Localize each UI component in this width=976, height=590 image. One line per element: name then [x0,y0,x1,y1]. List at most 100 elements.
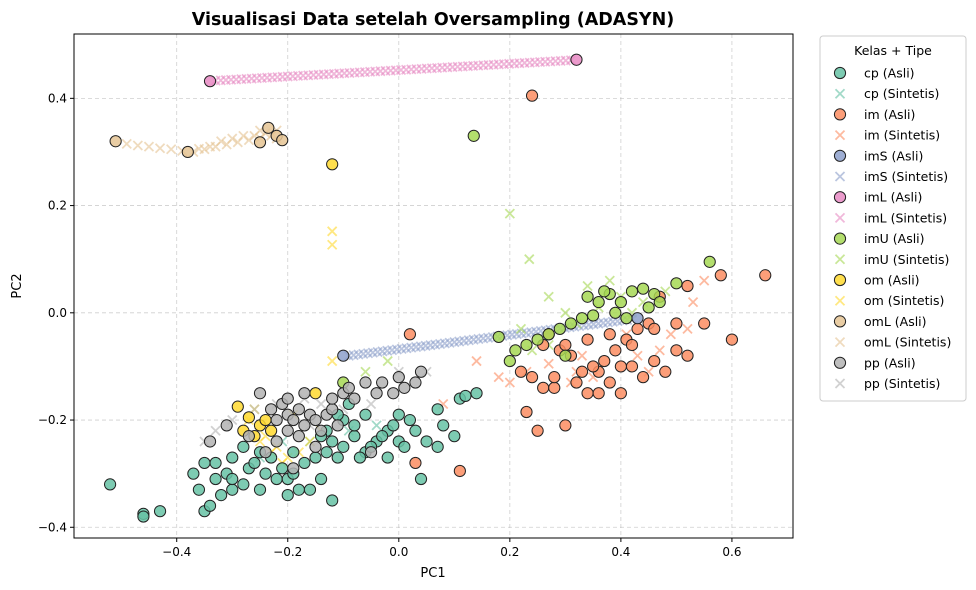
im-asli-point [603,328,616,341]
x-tick-label: −0.2 [273,545,302,559]
im-asli-point [609,344,622,357]
oml-sintetis-point [215,136,227,147]
pp-asli-point [281,424,294,437]
legend-marker-iml-sintetis [834,212,846,224]
cp-asli-point [192,483,206,496]
cp-asli-point [237,478,250,491]
im-asli-point [759,269,772,282]
imu-asli-point [587,309,600,322]
im-sintetis-point [665,329,676,340]
imu-asli-point [609,306,622,319]
imu-sintetis-point [524,254,535,265]
cp-asli-point [237,440,250,453]
pp-asli-point [309,413,322,427]
y-axis-label: PC2 [10,273,25,298]
cp-asli-point [314,472,328,486]
data-points [103,53,772,523]
cp-asli-point [203,499,217,512]
imu-sintetis-point [515,323,527,335]
pp-asli-point [270,413,283,427]
oml-sintetis-point [121,138,132,150]
legend-items: cp (Asli) cp (Sintetis) im (Asli) im (Sinte… [833,66,951,391]
im-asli-point [670,344,683,357]
pp-asli-point [414,365,428,378]
cp-asli-point [215,489,228,502]
om-sintetis-point [327,226,338,237]
im-asli-point [548,381,561,394]
pp-asli-point [253,387,267,400]
pp-sintetis-point [315,398,327,410]
cp-asli-point [209,472,222,486]
imu-asli-point [559,349,572,362]
pp-asli-point [376,376,389,389]
im-asli-point [409,456,422,470]
legend-label-oml-asli: omL (Asli) [864,314,927,329]
om-asli-point [259,413,272,427]
pp-asli-point [292,403,305,416]
im-asli-point [725,333,739,346]
im-asli-point [559,419,572,432]
oml-asli-point [276,134,289,147]
imu-sintetis-point [382,355,393,367]
oml-sintetis-point [132,140,143,151]
pp-asli-point [298,419,311,432]
im-asli-point [570,376,583,389]
cp-asli-point [259,467,272,480]
cp-asli-point [353,451,367,464]
cp-asli-point [437,419,450,432]
im-asli-point [659,365,672,378]
cp-asli-point [103,478,117,491]
oml-sintetis-point [154,143,166,154]
pp-asli-point [270,435,283,448]
x-tick-label: 0.0 [389,545,408,559]
legend-label-cp-sintetis: cp (Sintetis) [864,86,939,101]
pp-asli-point [265,403,278,416]
legend-marker-imu-sintetis [834,254,846,265]
pp-asli-point [392,371,405,384]
oml-sintetis-point [143,141,155,152]
om-asli-point [242,411,255,424]
cp-asli-point [392,408,405,421]
pp-asli-point [287,462,300,475]
oml-asli-point [181,145,194,159]
imu-asli-point [614,295,627,309]
legend-marker-om-sintetis [834,295,846,306]
im-asli-point [592,387,605,400]
legend-label-ims-sintetis: imS (Sintetis) [864,169,948,184]
legend-marker-om-asli [833,273,847,287]
cp-asli-point [270,472,283,486]
im-asli-point [575,365,589,378]
legend-label-pp-sintetis: pp (Sintetis) [864,376,940,391]
y-tick-label: −0.4 [38,520,67,534]
im-asli-point [531,424,544,437]
imu-asli-point [620,312,633,325]
cp-asli-point [409,424,422,437]
oml-sintetis-point [166,144,177,155]
pp-asli-point [331,419,344,432]
oml-asli-point [109,135,122,148]
om-sintetis-point [327,239,338,250]
im-asli-point [453,464,466,478]
om-asli-point [309,387,322,400]
cp-asli-point [414,472,428,486]
cp-asli-point [320,446,333,459]
oml-asli-point [262,121,275,134]
pp-asli-point [314,424,328,437]
im-asli-point [559,338,572,352]
pp-asli-point [242,430,255,443]
cp-asli-point [292,483,305,496]
im-asli-point [525,371,539,384]
imu-sintetis-point [360,366,371,377]
im-asli-point [603,376,616,389]
im-asli-point [631,322,644,335]
cp-asli-point [359,408,372,421]
cp-asli-point [381,451,394,464]
cp-asli-point [398,440,411,453]
pp-asli-point [364,446,378,459]
cp-asli-point [198,456,211,470]
cp-asli-point [248,456,261,470]
ims-asli-point [631,312,644,325]
im-asli-point [614,387,627,400]
cp-asli-point [431,440,444,453]
